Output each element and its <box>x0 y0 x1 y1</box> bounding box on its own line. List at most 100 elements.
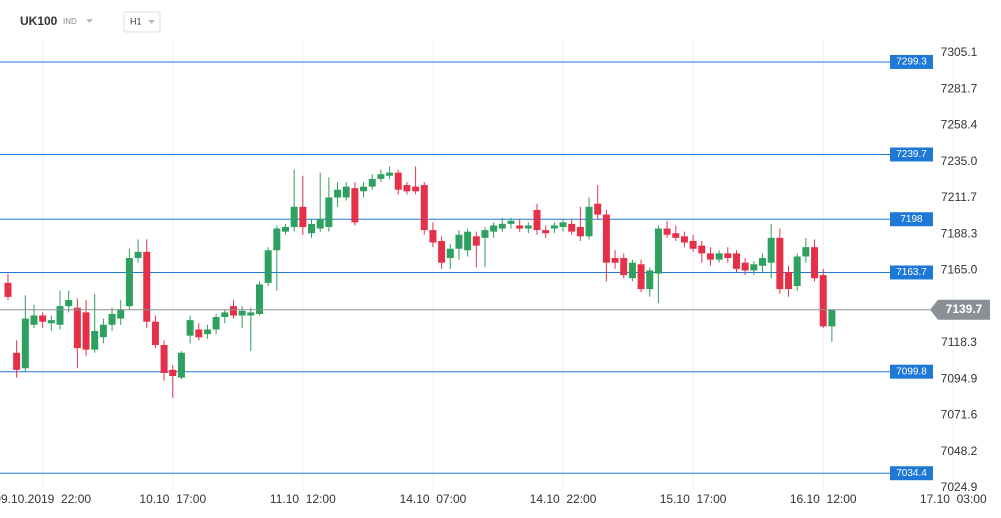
timeframe-box[interactable] <box>123 11 161 33</box>
candle-body <box>299 206 307 227</box>
candle-body <box>255 284 263 314</box>
plot: 09.10.2019 22:00 10.10 17:00 11.10 12:00 14… <box>0 40 987 506</box>
candle-body <box>490 225 498 232</box>
candle-body <box>412 186 420 192</box>
candle-body <box>429 230 437 243</box>
candle-body <box>507 220 515 224</box>
y-tick-label: 7071.6 <box>941 408 978 422</box>
candle-body <box>594 203 602 215</box>
candle-body <box>663 228 671 235</box>
candle-body <box>394 172 402 190</box>
candle-body <box>446 248 454 259</box>
y-tick-label: 7118.3 <box>941 335 977 349</box>
candle-body <box>559 222 567 227</box>
x-tick-label: 16.10 12:00 <box>790 492 857 506</box>
candle-body <box>247 312 255 316</box>
candle-body <box>316 219 324 229</box>
candle-body <box>99 324 107 338</box>
candle-body <box>811 247 819 279</box>
y-tick-label: 7211.7 <box>941 190 977 204</box>
symbol[interactable]: UK100 <box>20 14 58 28</box>
candle-body <box>229 306 237 316</box>
level-label: 7239.7 <box>896 149 927 160</box>
candle-body <box>342 186 350 198</box>
x-tick-label: 10.10 17:00 <box>139 492 206 506</box>
candle-body <box>654 228 662 274</box>
candle-body <box>689 240 697 249</box>
level-label: 7198 <box>900 214 923 225</box>
candle-body <box>585 206 593 237</box>
level-tag <box>890 265 933 280</box>
x-tick-label: 14.10 07:00 <box>400 492 467 506</box>
candle-body <box>750 264 758 271</box>
candle-body <box>793 256 801 286</box>
candle-body <box>186 320 194 336</box>
level-tag <box>890 54 933 69</box>
candle-body <box>360 186 368 192</box>
candle-body <box>828 309 836 327</box>
candle-body <box>290 206 298 227</box>
candle-body <box>264 250 272 283</box>
level-tag <box>890 364 933 379</box>
candle-body <box>533 209 541 231</box>
candle-body <box>238 310 246 316</box>
candle-body <box>732 253 740 269</box>
candle-body <box>377 174 385 179</box>
candle-body <box>464 231 472 251</box>
level-label: 7163.7 <box>896 267 927 278</box>
level-label: 7299.3 <box>896 57 927 68</box>
candle-body <box>438 240 446 263</box>
candle-body <box>819 275 827 327</box>
candle-body <box>143 251 151 322</box>
timeframe[interactable]: H1 <box>130 16 142 26</box>
candle-body <box>472 236 480 246</box>
candle-body <box>420 185 428 231</box>
instrument-type: IND <box>63 17 77 26</box>
x-tick-label: 14.10 22:00 <box>530 492 597 506</box>
y-tick-label: 7188.3 <box>941 226 978 240</box>
candle-body <box>47 320 55 324</box>
candle-body <box>221 312 229 318</box>
y-tick-label: 7305.1 <box>941 45 978 59</box>
candle-body <box>498 223 506 229</box>
candle-body <box>30 315 38 325</box>
x-tick-label: 17.10 03:00 <box>920 492 987 506</box>
candle-body <box>195 329 203 338</box>
x-tick-label: 09.10.2019 22:00 <box>0 492 91 506</box>
candle-body <box>767 237 775 263</box>
candle-body <box>576 226 584 237</box>
candle-body <box>602 214 610 263</box>
candle-body <box>715 253 723 260</box>
y-tick-label: 7094.9 <box>941 371 978 385</box>
candle-body <box>455 234 463 249</box>
candle-body <box>386 172 394 176</box>
dropdown-caret[interactable] <box>148 20 155 24</box>
candle-body <box>611 258 619 263</box>
candle-body <box>151 321 159 345</box>
candle-body <box>741 262 749 271</box>
level-label: 7099.8 <box>896 366 927 377</box>
candle-body <box>177 352 185 378</box>
candle-body <box>203 329 211 335</box>
candle-body <box>403 185 411 192</box>
dropdown-caret[interactable] <box>86 19 93 23</box>
candle-body <box>125 258 133 307</box>
candle-body <box>368 178 376 187</box>
level-label: 7034.4 <box>896 468 927 479</box>
last-price-label: 7139.7 <box>946 302 983 316</box>
candle-body <box>56 306 64 325</box>
y-tick-label: 7165.0 <box>941 263 978 277</box>
candle-body <box>724 253 732 259</box>
candle-body <box>524 225 532 229</box>
y-tick-label: 7048.2 <box>941 444 978 458</box>
candle-body <box>82 312 90 350</box>
candle-body <box>646 270 654 290</box>
candle-body <box>351 188 359 223</box>
level-tag <box>890 212 933 227</box>
candle-body <box>91 331 99 350</box>
candle-body <box>516 225 524 229</box>
candle-body <box>706 253 714 260</box>
candle-body <box>680 236 688 243</box>
toolbar: UK100 IND H1 <box>20 11 161 33</box>
